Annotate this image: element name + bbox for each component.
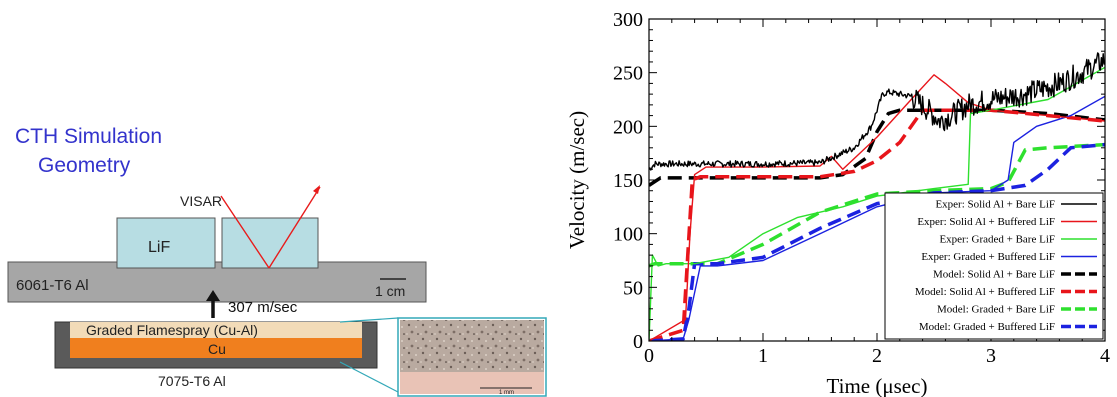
legend-label: Exper: Graded + Buffered LiF (921, 251, 1055, 263)
y-tick-label: 200 (613, 116, 643, 138)
legend-box (884, 192, 1104, 340)
copper-layer (70, 338, 362, 358)
series-line-3 (649, 66, 1105, 341)
x-tick-label: 2 (872, 345, 882, 367)
legend-label: Exper: Solid Al + Buffered LiF (917, 216, 1055, 228)
y-tick-label: 150 (613, 170, 643, 192)
legend-label: Model: Solid Al + Buffered LiF (915, 286, 1055, 298)
series-line-2 (649, 74, 1105, 341)
microstructure-inset: 1 mm (397, 317, 547, 397)
axis-ticks: 0 1 2 3 4 0 50 100 150 200 250 300 (613, 9, 1110, 367)
inset-connector-bottom (339, 361, 399, 393)
lif-window-left (116, 217, 216, 269)
visar-arrow-head (313, 185, 320, 194)
y-tick-label: 0 (633, 331, 643, 353)
velocity-chart: 0 1 2 3 4 0 50 100 150 200 250 300 Time (μsec) Velo… (565, 9, 1110, 397)
plate-label: 6061-T6 Al (16, 277, 89, 294)
legend-label: Model: Graded + Bare LiF (937, 304, 1055, 316)
series-line-5 (649, 108, 1105, 187)
velocity-label: 307 m/sec (228, 299, 298, 316)
y-axis-label: Velocity (m/sec) (565, 111, 589, 249)
series-line-6 (649, 108, 1105, 341)
lif-window-right (221, 217, 319, 269)
lif-label: LiF (148, 239, 170, 256)
x-tick-label: 1 (758, 345, 768, 367)
graded-label: Graded Flamespray (Cu-Al) (86, 322, 258, 338)
y-tick-label: 250 (613, 63, 643, 85)
geometry-schematic: CTH Simulation Geometry LiF 6061-T6 Al 1… (7, 125, 547, 397)
geometry-title-line1: CTH Simulation (15, 125, 162, 148)
visar-label: VISAR (180, 193, 222, 209)
legend-label: Model: Graded + Buffered LiF (919, 321, 1055, 333)
visar-beam-in (220, 195, 270, 269)
inset-scale-label: 1 mm (499, 390, 514, 396)
x-tick-label: 0 (644, 345, 654, 367)
inset-connector-top (339, 317, 399, 323)
x-tick-label: 4 (1100, 345, 1110, 367)
series-line-8 (649, 142, 1105, 341)
legend-label: Exper: Graded + Bare LiF (939, 234, 1055, 246)
y-tick-label: 300 (613, 9, 643, 31)
x-axis-label: Time (μsec) (827, 374, 928, 397)
geometry-title-line2: Geometry (38, 154, 131, 177)
visar-beam-out (268, 186, 321, 269)
y-tick-label: 100 (613, 224, 643, 246)
legend-label: Exper: Solid Al + Bare LiF (935, 199, 1055, 211)
series-line-4 (649, 95, 1105, 341)
base-label: 7075-T6 Al (158, 373, 226, 389)
plot-lines (649, 52, 1105, 341)
cu-label: Cu (208, 341, 226, 357)
legend-label: Model: Solid Al + Bare LiF (933, 269, 1055, 281)
y-tick-label: 50 (623, 277, 643, 299)
graded-flamespray-layer (70, 322, 362, 338)
x-tick-label: 3 (986, 345, 996, 367)
impact-arrow-head (206, 290, 220, 301)
chart-legend: Exper: Solid Al + Bare LiF Exper: Solid A… (884, 192, 1104, 340)
aluminum-target-plate (7, 261, 427, 303)
series-line-1 (649, 52, 1105, 171)
scale-label: 1 cm (375, 283, 405, 299)
